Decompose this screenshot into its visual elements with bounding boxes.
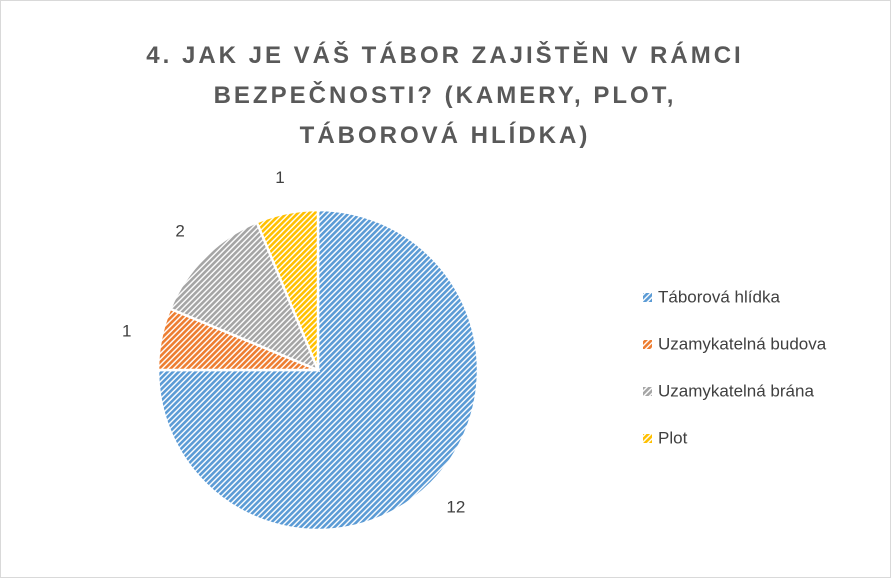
data-label: 12 (446, 497, 465, 516)
data-label: 1 (275, 168, 284, 187)
legend-label: Uzamykatelná brána (658, 381, 814, 400)
pie-slice (168, 220, 321, 373)
legend-swatch (643, 340, 652, 349)
chart-title: 4. JAK JE VÁŠ TÁBOR ZAJIŠTĚN V RÁMCI BEZ… (146, 42, 744, 149)
data-label: 2 (175, 222, 184, 241)
legend-label: Táborová hlídka (658, 287, 780, 306)
legend-swatch (643, 293, 652, 302)
pie-slice (255, 208, 320, 371)
legend-label: Plot (658, 428, 688, 447)
legend-label: Uzamykatelná budova (658, 334, 827, 353)
legend-swatch (643, 434, 652, 443)
legend-swatch (643, 387, 652, 396)
data-label: 1 (122, 321, 131, 340)
